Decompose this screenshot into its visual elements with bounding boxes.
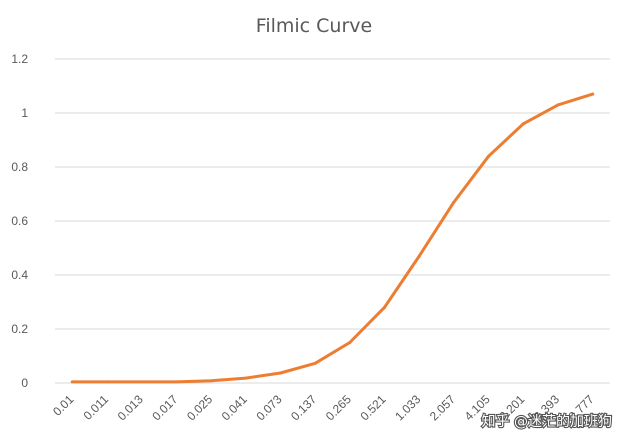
x-tick-label: 0.041 — [219, 392, 250, 423]
x-tick-label: 0.137 — [288, 392, 319, 423]
data-point — [383, 305, 387, 309]
chart-title: Filmic Curve — [256, 15, 372, 37]
gridlines — [55, 58, 610, 384]
watermark-text: 知乎 @迷茫的加班狗 — [482, 413, 612, 430]
data-point — [244, 376, 248, 380]
data-point — [521, 122, 525, 126]
y-tick-label: 1.2 — [11, 52, 28, 66]
data-point — [591, 92, 595, 96]
y-tick-label: 0.6 — [11, 214, 28, 228]
x-tick-label: 0.521 — [358, 392, 389, 423]
x-tick-label: 2.057 — [427, 392, 458, 423]
x-tick-label: 0.01 — [50, 392, 77, 419]
y-tick-label: 0.8 — [11, 160, 28, 174]
y-tick-label: 1 — [21, 106, 28, 120]
x-tick-label: 0.017 — [149, 392, 180, 423]
series-line — [70, 92, 595, 384]
data-point — [140, 380, 144, 384]
x-tick-label: 0.025 — [184, 392, 215, 423]
data-point — [452, 200, 456, 204]
data-point — [348, 341, 352, 344]
y-tick-label: 0.2 — [11, 322, 28, 336]
data-point — [70, 380, 74, 384]
series-layer — [70, 92, 595, 384]
data-point — [556, 103, 560, 107]
data-point — [417, 254, 421, 258]
x-tick-label: 0.013 — [115, 392, 146, 423]
x-tick-label: 0.073 — [253, 392, 284, 423]
x-tick-label: 1.033 — [392, 392, 423, 423]
x-tick-label: 0.265 — [323, 392, 354, 423]
data-point — [313, 361, 317, 365]
y-tick-label: 0 — [21, 376, 28, 390]
data-point — [278, 371, 282, 375]
y-tick-label: 0.4 — [11, 268, 28, 282]
data-point — [174, 380, 178, 384]
data-point — [105, 380, 109, 384]
y-axis: 0 0.2 0.4 0.6 0.8 1 1.2 — [11, 52, 28, 390]
data-point — [487, 154, 491, 158]
x-tick-label: 0.011 — [81, 392, 112, 423]
data-point — [209, 379, 213, 383]
